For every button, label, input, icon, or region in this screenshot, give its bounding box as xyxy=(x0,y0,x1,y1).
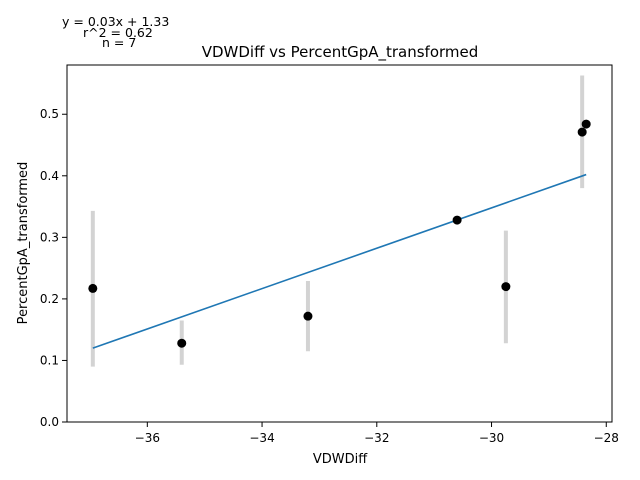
y-axis-ticks: 0.0 0.1 0.2 0.3 0.4 0.5 xyxy=(40,107,67,429)
y-tick-label: 0.3 xyxy=(40,230,59,244)
data-point-5 xyxy=(501,282,511,292)
x-tick-label: −30 xyxy=(479,431,504,445)
y-tick-label: 0.0 xyxy=(40,415,59,429)
x-tick-label: −28 xyxy=(594,431,619,445)
x-tick-label: −32 xyxy=(364,431,389,445)
chart-title: VDWDiff vs PercentGpA_transformed xyxy=(202,43,479,62)
y-axis-label: PercentGpA_transformed xyxy=(16,162,31,325)
plot-area-frame xyxy=(66,64,613,423)
x-axis-ticks: −36 −34 −32 −30 −28 xyxy=(135,422,619,445)
data-point-1 xyxy=(88,283,98,293)
y-tick-label: 0.1 xyxy=(40,353,59,367)
data-point-4 xyxy=(452,215,462,225)
regression-line xyxy=(92,173,587,349)
y-tick-label: 0.2 xyxy=(40,292,59,306)
y-tick-label: 0.4 xyxy=(40,169,59,183)
plot-marks xyxy=(88,75,591,367)
data-point-2 xyxy=(177,338,187,348)
x-tick-label: −36 xyxy=(135,431,160,445)
r-squared: r^2 = 0.62 xyxy=(83,25,153,40)
data-point-3 xyxy=(303,311,313,321)
sample-count: n = 7 xyxy=(102,35,136,50)
y-tick-label: 0.5 xyxy=(40,107,59,121)
x-axis-label: VDWDiff xyxy=(313,452,368,467)
fit-equation: y = 0.03x + 1.33 xyxy=(62,14,169,29)
x-tick-label: −34 xyxy=(249,431,274,445)
data-point-6 xyxy=(577,127,587,137)
data-point-7 xyxy=(581,119,591,129)
